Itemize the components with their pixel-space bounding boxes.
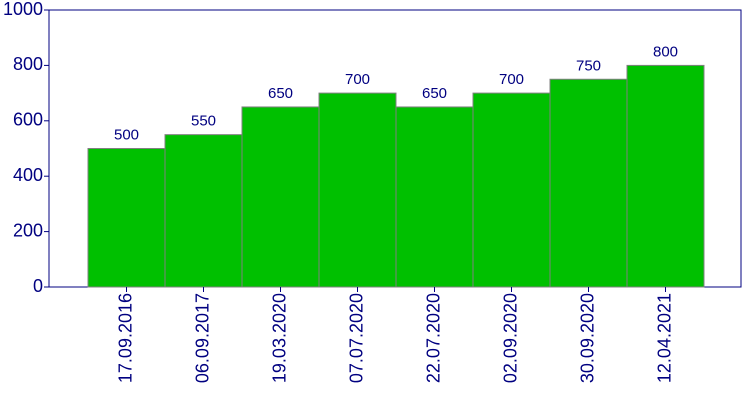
y-tick-label: 200 (13, 220, 43, 240)
bar (241, 106, 320, 288)
value-label: 550 (191, 113, 216, 130)
x-tick-label: 02.09.2020 (500, 293, 520, 383)
value-label: 650 (422, 85, 447, 102)
x-tick-label: 12.04.2021 (654, 293, 674, 383)
x-tick-label: 22.07.2020 (423, 293, 443, 383)
value-label: 700 (345, 71, 370, 88)
x-tick-label: 06.09.2017 (192, 293, 212, 383)
value-label: 700 (499, 71, 524, 88)
bar (164, 134, 243, 288)
x-tick-label: 07.07.2020 (346, 293, 366, 383)
value-label: 650 (268, 85, 293, 102)
bar (395, 106, 474, 288)
x-tick-label: 19.03.2020 (269, 293, 289, 383)
y-tick-label: 800 (13, 54, 43, 74)
value-label: 800 (653, 43, 678, 60)
y-tick-label: 0 (33, 276, 43, 296)
bar (472, 92, 551, 288)
x-tick-label: 30.09.2020 (577, 293, 597, 383)
y-tick-label: 400 (13, 165, 43, 185)
bar (87, 148, 166, 288)
x-tick-label: 17.09.2016 (115, 293, 135, 383)
y-tick-label: 600 (13, 110, 43, 130)
y-tick-label: 1000 (3, 0, 43, 19)
value-label: 500 (114, 127, 139, 144)
bar (318, 92, 397, 288)
bar (549, 78, 628, 288)
bar (626, 64, 705, 288)
value-label: 750 (576, 57, 601, 74)
